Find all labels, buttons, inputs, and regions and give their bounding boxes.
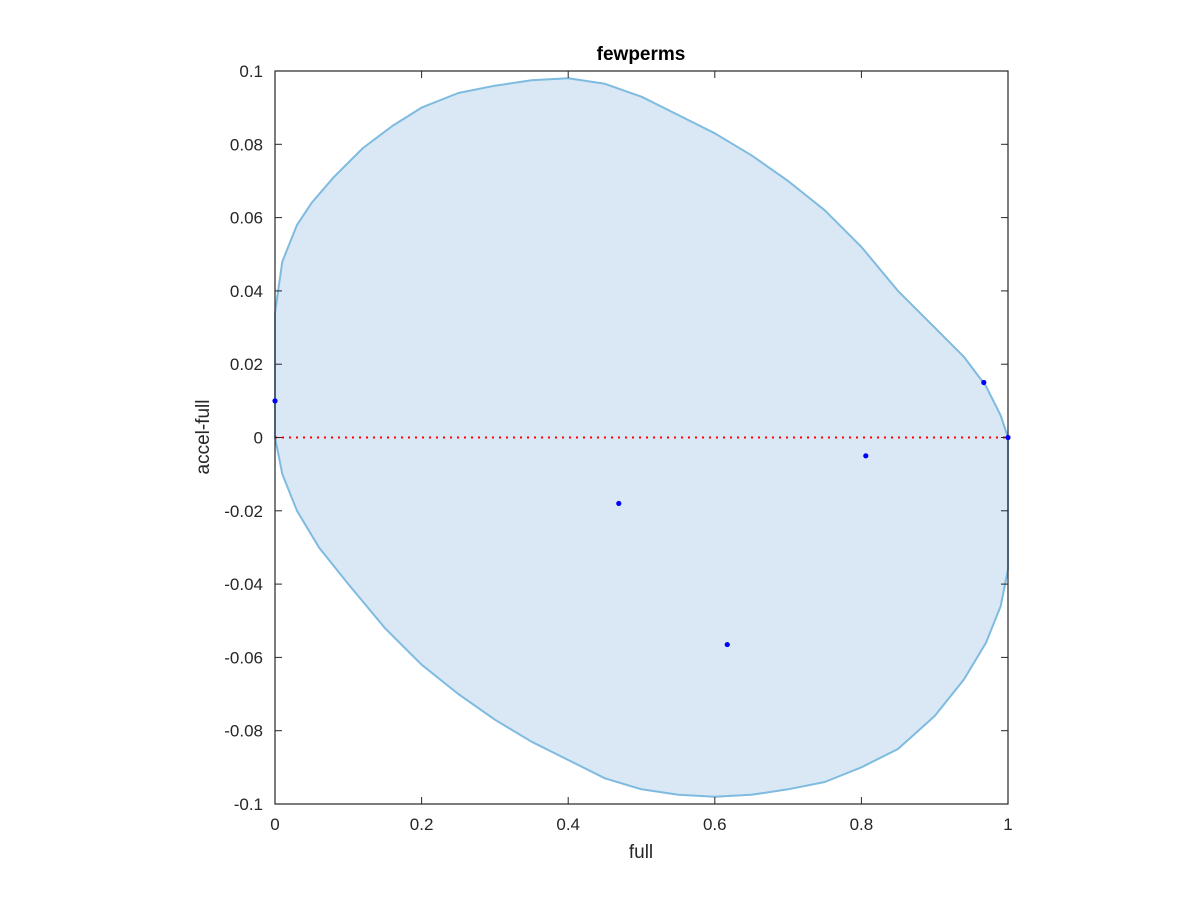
x-tick-label: 0.2 bbox=[410, 815, 434, 834]
data-point bbox=[981, 379, 987, 386]
data-point bbox=[1005, 434, 1011, 441]
y-axis-title: accel-full bbox=[193, 400, 214, 475]
x-tick-label: 0.4 bbox=[556, 815, 580, 834]
y-tick-label: -0.1 bbox=[234, 795, 263, 814]
y-tick-label: 0.02 bbox=[230, 355, 263, 374]
y-tick-label: -0.06 bbox=[224, 648, 263, 667]
y-tick-label: -0.02 bbox=[224, 502, 263, 521]
y-tick-label: 0.06 bbox=[230, 209, 263, 228]
data-point bbox=[724, 641, 730, 648]
x-tick-label: 0.6 bbox=[703, 815, 727, 834]
y-tick-label: 0.04 bbox=[230, 282, 263, 301]
y-tick-label: -0.08 bbox=[224, 722, 263, 741]
plot-area: 0 0.2 0.4 0.6 0.8 1 -0.1 -0.08 -0.06 -0.04 -0.02 0 0… bbox=[224, 62, 1012, 834]
x-tick-label: 1 bbox=[1003, 815, 1012, 834]
data-point bbox=[272, 398, 278, 404]
chart-title: fewperms bbox=[597, 44, 686, 65]
x-axis-title: full bbox=[629, 842, 653, 863]
x-tick-label: 0 bbox=[270, 815, 279, 834]
y-tick-label: 0.08 bbox=[230, 135, 263, 154]
y-tick-label: 0 bbox=[254, 429, 263, 448]
x-tick-label: 0.8 bbox=[850, 815, 874, 834]
y-tick-label: 0.1 bbox=[239, 62, 263, 81]
data-point bbox=[863, 453, 869, 459]
data-point bbox=[616, 500, 622, 507]
y-tick-label: -0.04 bbox=[224, 575, 263, 594]
